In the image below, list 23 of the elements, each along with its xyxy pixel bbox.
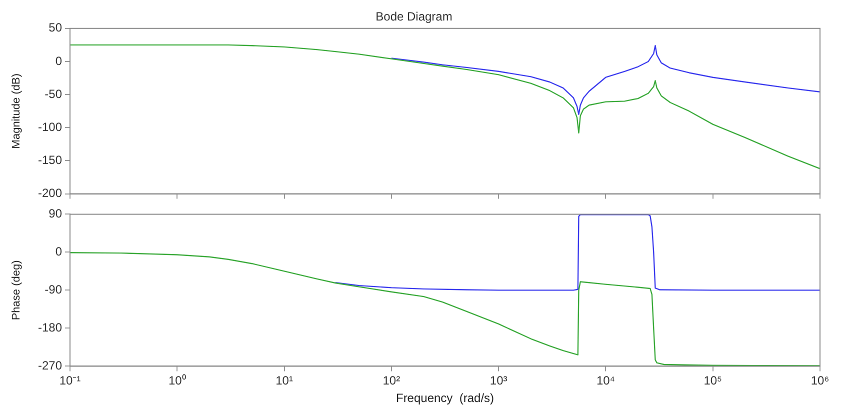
x-tick-label: 10³: [490, 374, 508, 388]
y-tick-label: 50: [48, 20, 62, 35]
y-tick-label: 0: [55, 54, 62, 68]
x-tick-label: 10¹: [276, 374, 293, 388]
chart-title: Bode Diagram: [376, 10, 452, 24]
y-tick-label: -100: [38, 120, 62, 134]
x-tick-label: 10⁵: [704, 374, 722, 388]
y-tick-label: -90: [44, 282, 62, 297]
y-tick-label: -180: [38, 320, 62, 335]
y-tick-label: -200: [38, 186, 62, 200]
x-tick-label: 10²: [382, 374, 400, 388]
x-tick-label: 10⁴: [596, 374, 615, 388]
y-axis-title: Magnitude (dB): [10, 73, 23, 149]
y-axis-title: Phase (deg): [10, 260, 23, 320]
y-tick-label: 90: [48, 206, 62, 221]
y-tick-label: -270: [38, 358, 62, 373]
x-tick-label: 10⁰: [168, 374, 186, 388]
y-tick-label: 0: [55, 244, 62, 259]
y-tick-label: -50: [44, 86, 62, 101]
y-tick-label: -150: [38, 153, 62, 168]
x-tick-label: 10⁶: [810, 374, 830, 388]
x-tick-label: 10⁻¹: [59, 374, 81, 388]
x-axis-title: Frequency (rad/s): [396, 391, 494, 406]
